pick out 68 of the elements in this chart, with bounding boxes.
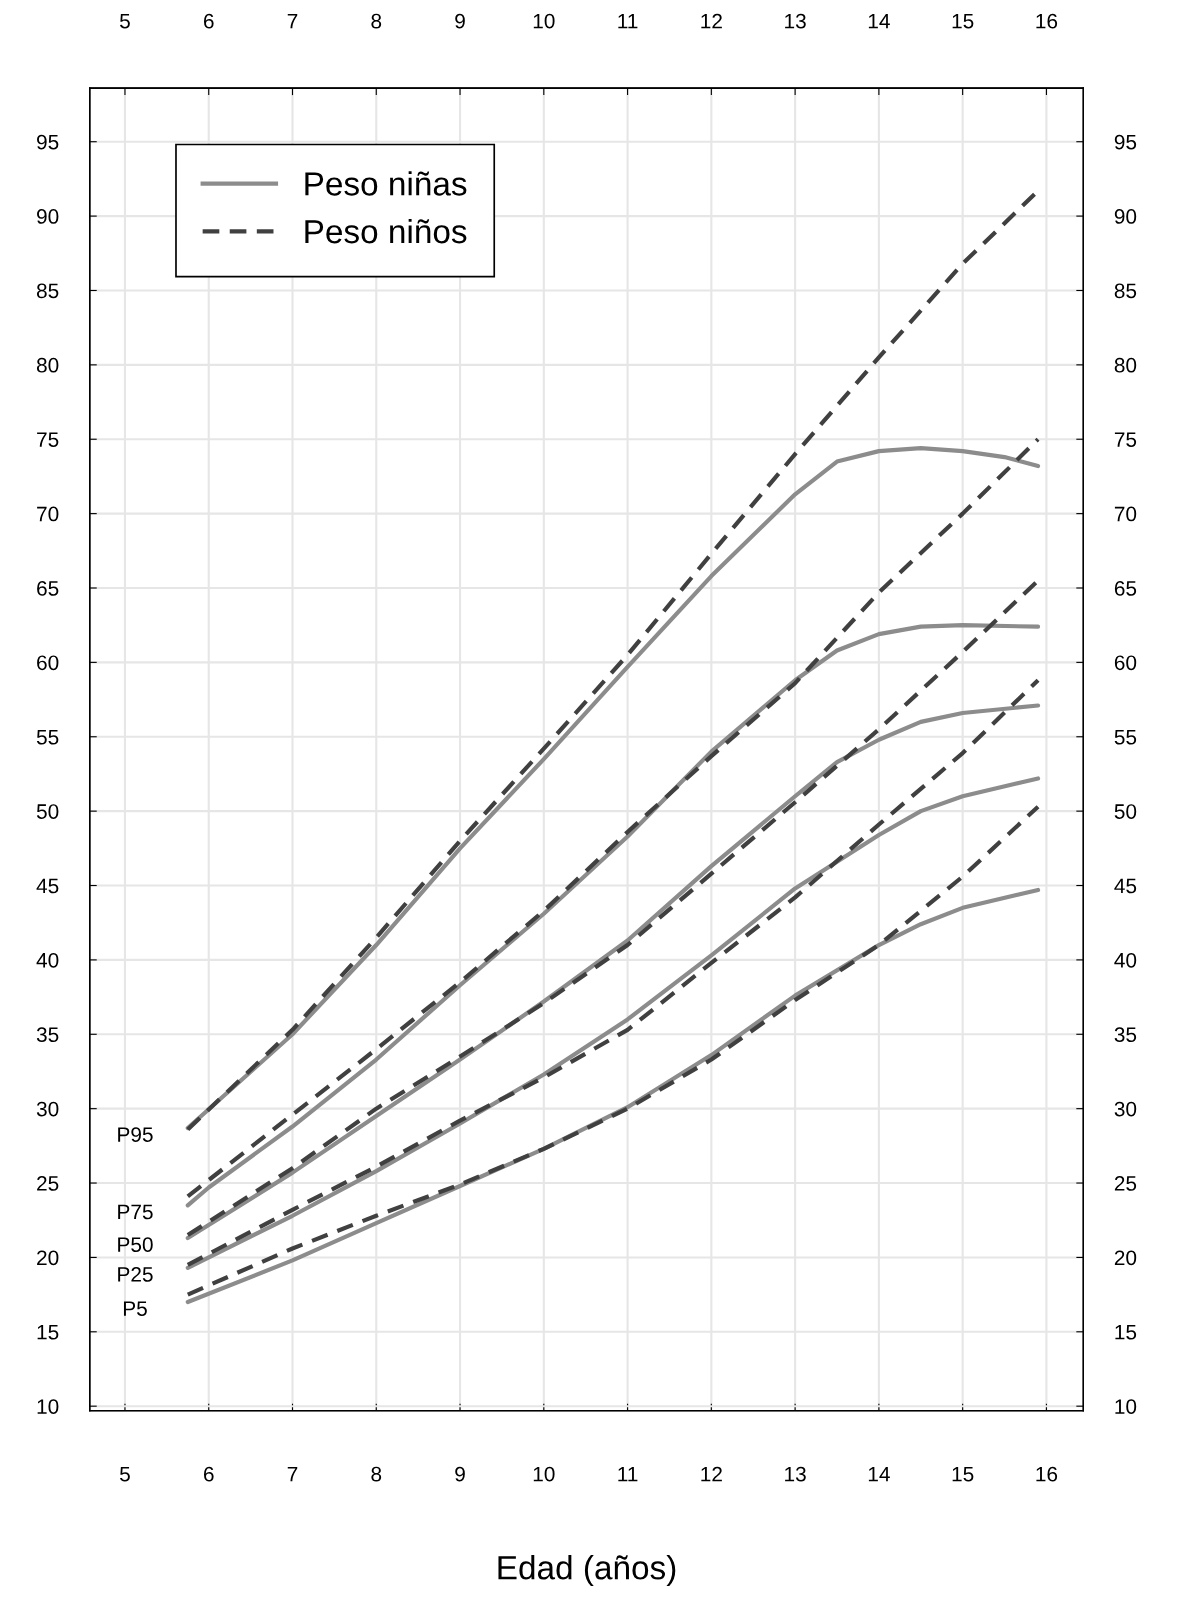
annotation: P50 — [118, 1237, 153, 1252]
y-tick-label: 95 — [37, 134, 59, 150]
x-tick-label: 5 — [120, 1466, 130, 1482]
x-tick-label: 15 — [952, 1466, 974, 1482]
y-tick-label: 35 — [36, 1027, 59, 1043]
y-tick-label: 70 — [37, 506, 59, 522]
y2-tick-label: 50 — [1114, 804, 1137, 819]
y-tick-label: 75 — [37, 432, 59, 447]
y-tick-label: 30 — [36, 1101, 59, 1117]
x2-tick-label: 10 — [533, 13, 555, 29]
y2-tick-label: 60 — [1114, 655, 1137, 671]
x-tick-label: 7 — [287, 1466, 298, 1482]
x-tick-label: 10 — [533, 1466, 555, 1482]
y-tick-label: 65 — [37, 581, 59, 596]
x2-tick-label: 6 — [203, 13, 214, 29]
x2-tick-label: 13 — [785, 13, 806, 29]
x2-tick-label: 9 — [455, 13, 465, 29]
x-tick-label: 8 — [371, 1466, 382, 1482]
y-tick-label: 10 — [37, 1399, 59, 1414]
y-tick-label: 50 — [36, 804, 59, 819]
x2-tick-label: 11 — [618, 13, 638, 29]
y2-tick-label: 10 — [1115, 1399, 1137, 1414]
x-tick-label: 6 — [203, 1466, 214, 1482]
y2-tick-label: 70 — [1114, 506, 1137, 522]
legend-label: Peso niños — [305, 218, 467, 244]
y-tick-label: 40 — [36, 952, 59, 968]
y-tick-label: 45 — [36, 878, 59, 894]
x-tick-label: 13 — [785, 1466, 806, 1482]
x-tick-label: 11 — [618, 1466, 638, 1482]
y2-tick-label: 85 — [1114, 283, 1137, 299]
y2-tick-label: 25 — [1114, 1176, 1137, 1191]
y2-tick-label: 45 — [1114, 878, 1137, 894]
x2-tick-label: 14 — [868, 13, 890, 29]
y2-tick-label: 20 — [1114, 1250, 1137, 1266]
x-tick-label: 12 — [701, 1466, 722, 1482]
x-tick-label: 16 — [1036, 1466, 1058, 1482]
y2-tick-label: 40 — [1114, 952, 1137, 968]
x2-tick-label: 12 — [701, 13, 722, 29]
y-tick-label: 55 — [36, 729, 59, 745]
y2-tick-label: 75 — [1114, 432, 1137, 447]
annotation: P75 — [118, 1204, 153, 1220]
y2-tick-label: 80 — [1114, 357, 1137, 373]
y2-tick-label: 35 — [1114, 1027, 1137, 1043]
x2-tick-label: 5 — [120, 13, 130, 29]
x2-tick-label: 16 — [1036, 13, 1058, 29]
x-tick-label: 9 — [455, 1466, 465, 1482]
annotation: P5 — [123, 1301, 147, 1316]
x2-tick-label: 7 — [287, 13, 298, 29]
y-tick-label: 90 — [37, 209, 59, 224]
y2-tick-label: 95 — [1114, 134, 1137, 150]
y-tick-label: 80 — [36, 357, 59, 373]
x-tick-label: 14 — [868, 1466, 890, 1482]
y-tick-label: 25 — [37, 1176, 59, 1191]
annotation: P25 — [118, 1267, 153, 1282]
x2-tick-label: 8 — [371, 13, 382, 29]
y-tick-label: 15 — [37, 1325, 59, 1340]
legend-label: Peso niñas — [305, 171, 467, 196]
y2-tick-label: 55 — [1114, 729, 1137, 745]
y-tick-label: 85 — [36, 283, 59, 299]
y2-tick-label: 90 — [1114, 209, 1137, 224]
y2-tick-label: 65 — [1114, 581, 1137, 596]
y2-tick-label: 15 — [1115, 1325, 1137, 1340]
y-tick-label: 20 — [37, 1250, 59, 1266]
annotation: P95 — [118, 1127, 153, 1142]
y-tick-label: 60 — [37, 655, 59, 671]
x2-tick-label: 15 — [952, 13, 974, 29]
y2-tick-label: 30 — [1114, 1101, 1137, 1117]
x-axis-title: Edad (años) — [498, 1555, 676, 1587]
